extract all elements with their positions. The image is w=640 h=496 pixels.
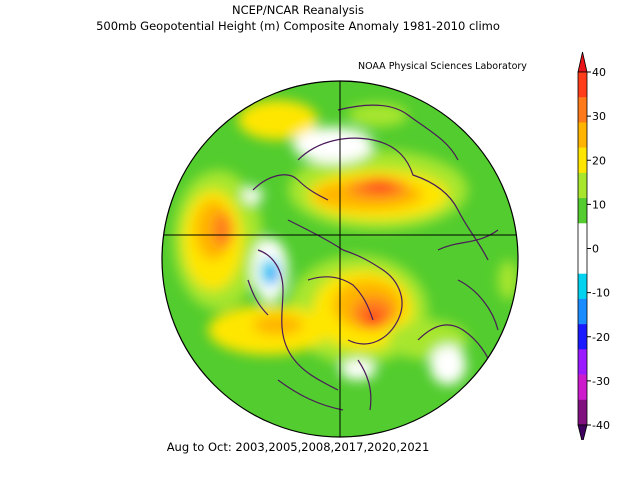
colorbar-segment [578,72,587,98]
colorbar: 40 30 20 10 0 -10 -20 -30 -40 [577,51,610,440]
lab-label: NOAA Physical Sciences Laboratory [332,60,532,73]
title-line-1: NCEP/NCAR Reanalysis [232,3,364,17]
colorbar-bottom-arrow [577,424,588,440]
colorbar-tick-label: 0 [592,243,599,256]
colorbar-tick-label: 40 [592,66,606,79]
colorbar-tick-label: 10 [592,198,606,211]
colorbar-tick-label: -20 [592,331,610,344]
anomaly-field [162,81,518,437]
colorbar-tick-label: 30 [592,110,606,123]
colorbar-top-arrow [577,51,588,73]
colorbar-segment [578,198,587,224]
colorbar-segment [578,324,587,350]
colorbar-tick-label: -10 [592,287,610,300]
polar-map [161,80,519,438]
colorbar-segment [578,172,587,199]
colorbar-segment [578,147,587,174]
coastlines [247,104,499,411]
colorbar-segment [578,122,587,148]
colorbar-segment [578,97,587,123]
map-border [161,80,519,438]
colorbar-tick-label: -40 [592,419,610,432]
colorbar-segment [578,374,587,401]
colorbar-tick-label: 20 [592,154,606,167]
colorbar-tick-label: -30 [592,375,610,388]
title-line-2: 500mb Geopotential Height (m) Composite … [96,19,500,33]
colorbar-segment [578,248,587,275]
colorbar-segment [578,399,587,426]
colorbar-segment [578,273,587,300]
colorbar-segment [578,349,587,375]
colorbar-segment [578,223,587,249]
period-caption: Aug to Oct: 2003,2005,2008,2017,2020,202… [166,440,430,454]
colorbar-segment [578,298,587,325]
